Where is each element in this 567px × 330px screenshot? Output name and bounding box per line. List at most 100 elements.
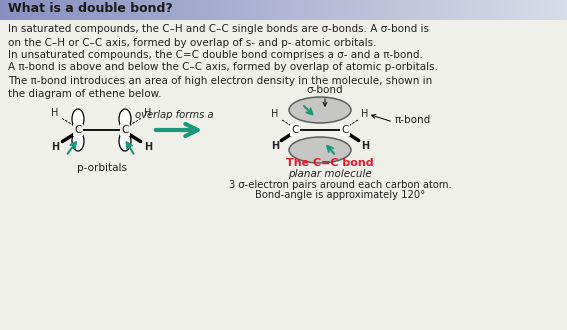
Bar — [68, 0, 72, 20]
Text: C: C — [74, 125, 82, 135]
Bar — [102, 0, 106, 20]
Bar — [456, 0, 460, 20]
Ellipse shape — [119, 131, 131, 151]
Bar — [77, 0, 81, 20]
Bar — [516, 0, 520, 20]
Bar — [295, 0, 299, 20]
Bar — [561, 0, 565, 20]
Bar — [536, 0, 540, 20]
Bar — [547, 0, 551, 20]
Bar — [28, 0, 32, 20]
Bar — [292, 0, 296, 20]
Text: overlap forms a: overlap forms a — [135, 110, 213, 120]
Bar — [383, 0, 387, 20]
Bar — [125, 0, 129, 20]
Bar — [530, 0, 534, 20]
Bar — [34, 0, 38, 20]
Bar — [23, 0, 27, 20]
Text: Bond-angle is approximately 120°: Bond-angle is approximately 120° — [255, 190, 425, 200]
Bar — [51, 0, 55, 20]
Bar — [490, 0, 494, 20]
Bar — [173, 0, 177, 20]
Bar — [128, 0, 132, 20]
Bar — [502, 0, 506, 20]
Bar — [198, 0, 202, 20]
Ellipse shape — [289, 97, 351, 123]
Bar — [272, 0, 276, 20]
Bar — [519, 0, 523, 20]
Bar — [113, 0, 117, 20]
Bar — [411, 0, 415, 20]
Bar — [85, 0, 89, 20]
Bar — [499, 0, 503, 20]
Bar — [354, 0, 358, 20]
Ellipse shape — [119, 109, 131, 129]
Bar — [99, 0, 103, 20]
Bar — [303, 0, 307, 20]
Bar — [201, 0, 205, 20]
Bar — [241, 0, 245, 20]
Bar — [48, 0, 52, 20]
Bar — [162, 0, 166, 20]
Bar — [37, 0, 41, 20]
Text: C: C — [341, 125, 349, 135]
Bar — [533, 0, 537, 20]
Bar — [14, 0, 18, 20]
Bar — [105, 0, 109, 20]
Bar — [207, 0, 211, 20]
Bar — [445, 0, 449, 20]
Text: C: C — [121, 125, 129, 135]
Bar — [431, 0, 435, 20]
Bar — [524, 0, 528, 20]
Bar — [184, 0, 188, 20]
Bar — [349, 0, 353, 20]
Bar — [346, 0, 350, 20]
Bar — [111, 0, 115, 20]
Bar — [17, 0, 21, 20]
Bar — [315, 0, 319, 20]
Bar — [448, 0, 452, 20]
Bar — [133, 0, 137, 20]
Bar — [284, 0, 287, 20]
Bar — [558, 0, 562, 20]
Text: planar molecule: planar molecule — [288, 169, 372, 179]
Bar — [275, 0, 279, 20]
Bar — [71, 0, 75, 20]
Bar — [9, 0, 12, 20]
Bar — [420, 0, 424, 20]
Bar — [340, 0, 344, 20]
Bar — [108, 0, 112, 20]
Bar — [539, 0, 543, 20]
Bar — [510, 0, 514, 20]
Bar — [301, 0, 304, 20]
Text: H: H — [272, 109, 279, 119]
Bar — [170, 0, 174, 20]
Bar — [332, 0, 336, 20]
Bar — [136, 0, 140, 20]
Bar — [204, 0, 208, 20]
Text: p-orbitals: p-orbitals — [77, 163, 126, 173]
Text: H: H — [144, 142, 152, 152]
Bar — [286, 0, 290, 20]
Bar — [91, 0, 95, 20]
Bar — [476, 0, 480, 20]
Bar — [541, 0, 545, 20]
Text: A π-bond is above and below the C–C axis, formed by overlap of atomic p-orbitals: A π-bond is above and below the C–C axis… — [8, 62, 438, 99]
Bar — [215, 0, 219, 20]
Bar — [417, 0, 421, 20]
Bar — [60, 0, 64, 20]
Bar — [471, 0, 475, 20]
Bar — [507, 0, 511, 20]
Bar — [79, 0, 83, 20]
Bar — [26, 0, 29, 20]
Bar — [145, 0, 149, 20]
Bar — [176, 0, 180, 20]
Bar — [54, 0, 58, 20]
Bar — [564, 0, 567, 20]
Bar — [74, 0, 78, 20]
Bar — [550, 0, 554, 20]
Bar — [414, 0, 418, 20]
Text: H: H — [361, 141, 369, 151]
Bar — [465, 0, 469, 20]
Bar — [394, 0, 398, 20]
